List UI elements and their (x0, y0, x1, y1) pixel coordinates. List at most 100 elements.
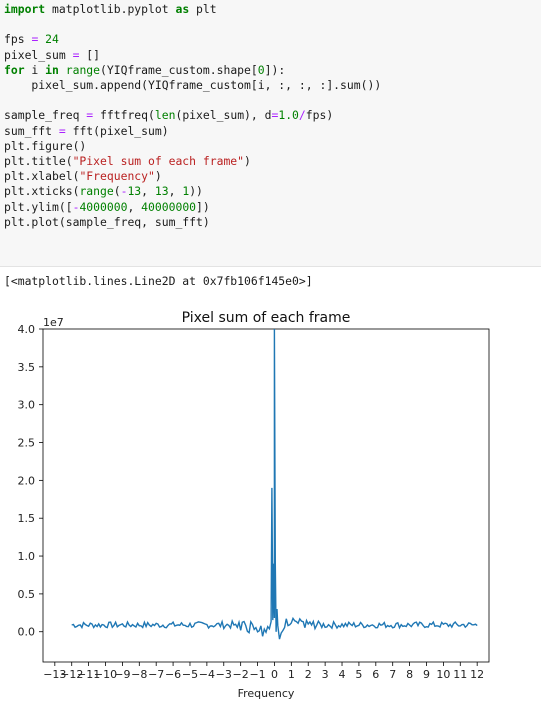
code-line: import matplotlib.pyplot as plt (4, 2, 217, 16)
code-token: = (271, 108, 279, 123)
code-token: = (58, 123, 66, 138)
x-tick-label: 8 (406, 668, 413, 681)
x-tick-label: 1 (288, 668, 295, 681)
chart-title: Pixel sum of each frame (182, 310, 351, 326)
code-token: (YIQframe_custom.shape[ (100, 62, 258, 77)
code-token: , (127, 199, 142, 214)
y-tick-label: 1.5 (18, 512, 36, 525)
output-text: [<matplotlib.lines.Line2D at 0x7fb106f14… (4, 274, 313, 288)
code-line: for i in range(YIQframe_custom.shape[0])… (4, 63, 285, 77)
y-tick-label: 2.0 (18, 474, 36, 487)
code-token: i (24, 62, 46, 77)
chart-figure: Pixel sum of each frame 1e7 0.0 0.5 1.0 1.5 2.… (18, 310, 490, 700)
x-tick-label: 12 (470, 668, 484, 681)
code-line: pixel_sum = [] (4, 48, 100, 62)
y-offset-label: 1e7 (43, 316, 64, 329)
x-tick-label: −12 (60, 668, 83, 681)
code-token: )) (189, 184, 203, 199)
code-token: fps (4, 32, 32, 47)
code-token: sample_freq (4, 108, 87, 123)
x-tick-label: 9 (423, 668, 430, 681)
y-tick-label: 0.5 (18, 588, 36, 601)
code-token: sum_fft (4, 123, 59, 138)
code-token: / (298, 108, 306, 123)
code-token: len (154, 108, 176, 123)
x-tick-label: −4 (199, 668, 215, 681)
code-token: = (72, 47, 80, 62)
code-token: "Pixel sum of each frame" (72, 154, 245, 169)
code-token: 0 (257, 62, 265, 77)
code-line: plt.xlabel("Frequency") (4, 169, 162, 183)
code-token: ]): (264, 62, 286, 77)
x-tick-label: −9 (114, 668, 130, 681)
x-tick-label: 7 (389, 668, 396, 681)
code-line: sample_freq = fftfreq(len(pixel_sum), d=… (4, 108, 333, 122)
x-tick-label: 4 (339, 668, 346, 681)
x-tick-label: 3 (322, 668, 329, 681)
code-token: plt.figure() (4, 138, 87, 153)
code-token: fftfreq( (93, 108, 155, 123)
x-tick-label: −5 (182, 668, 198, 681)
code-token: ]) (196, 199, 210, 214)
x-tick-label: −2 (233, 668, 249, 681)
y-tick-label: 1.0 (18, 550, 36, 563)
code-line: plt.title("Pixel sum of each frame") (4, 154, 251, 168)
code-token: matplotlib.pyplot (45, 2, 176, 16)
y-tick-label: 2.5 (18, 437, 36, 450)
code-token: 1 (182, 184, 190, 199)
code-token: for (4, 62, 25, 77)
series-line (71, 329, 478, 640)
x-tick-label: −10 (94, 668, 117, 681)
x-tick-label: −11 (77, 668, 100, 681)
code-token: = (86, 108, 94, 123)
code-token: , (168, 184, 183, 199)
code-token: in (45, 62, 59, 77)
code-token: - (72, 199, 80, 214)
y-tick-label: 3.5 (18, 361, 36, 374)
axes-frame (42, 328, 490, 663)
y-tick-label: 4.0 (18, 323, 36, 336)
x-tick-label: −13 (43, 668, 66, 681)
code-line: plt.xticks(range(-13, 13, 1)) (4, 184, 203, 198)
x-tick-label: −8 (131, 668, 147, 681)
code-token: , (141, 184, 155, 199)
code-line: sum_fft = fft(pixel_sum) (4, 124, 169, 138)
code-editor[interactable]: import matplotlib.pyplot as plt fps = 24… (4, 2, 381, 230)
code-token: - (120, 184, 128, 199)
code-token (59, 63, 66, 77)
code-token: import (4, 2, 46, 16)
code-token: pixel_sum.append(YIQframe_custom[i, :, :… (4, 78, 382, 93)
x-tick-label: −3 (216, 668, 232, 681)
code-token: 1.0 (278, 108, 299, 123)
code-line: plt.ylim([-4000000, 40000000]) (4, 200, 210, 214)
x-axis-label: Frequency (238, 687, 295, 700)
x-tick-label: −7 (148, 668, 164, 681)
code-token: ( (113, 184, 121, 199)
code-cell[interactable]: import matplotlib.pyplot as plt fps = 24… (0, 0, 541, 267)
code-token: 13 (154, 184, 169, 199)
code-token: plt.title( (4, 154, 73, 169)
code-token: plt.xticks( (4, 184, 80, 199)
code-token: plt (189, 2, 217, 16)
x-tick-label: 10 (436, 668, 450, 681)
code-token: ) (244, 154, 251, 169)
code-token: [] (79, 47, 101, 62)
code-token: range (65, 62, 101, 77)
code-token: = (31, 32, 39, 47)
code-token: 13 (127, 184, 142, 199)
code-line: pixel_sum.append(YIQframe_custom[i, :, :… (4, 78, 381, 92)
x-tick-label: −6 (165, 668, 181, 681)
code-token: 40000000 (141, 199, 197, 214)
x-tick-label: −1 (249, 668, 265, 681)
y-tick-label: 0.0 (18, 626, 36, 639)
code-line: plt.figure() (4, 139, 86, 153)
code-token: 4000000 (79, 199, 128, 214)
code-token: pixel_sum (4, 47, 73, 62)
x-tick-label: 5 (355, 668, 362, 681)
code-line: plt.plot(sample_freq, sum_fft) (4, 215, 210, 229)
y-tick-label: 3.0 (18, 399, 36, 412)
x-tick-label: 6 (372, 668, 379, 681)
code-token: (pixel_sum), d (175, 108, 272, 123)
code-token: "Frequency" (79, 169, 155, 184)
code-token: plt.plot(sample_freq, sum_fft) (4, 214, 210, 229)
